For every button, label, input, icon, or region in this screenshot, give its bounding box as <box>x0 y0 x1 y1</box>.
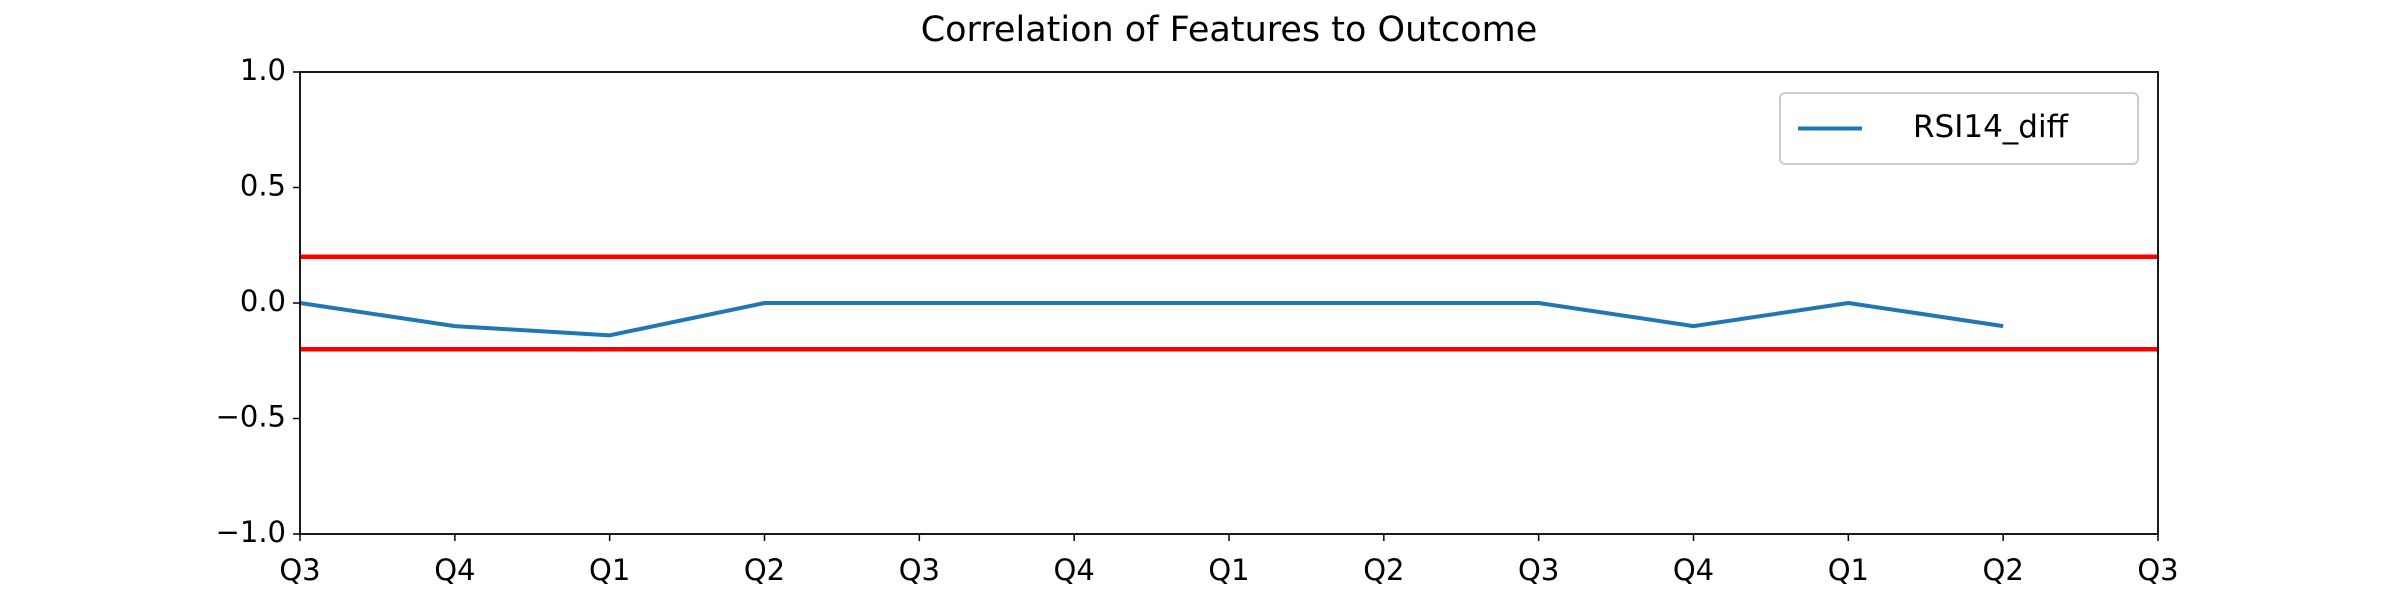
x-tick-label: Q1 <box>589 553 630 587</box>
x-tick-label: Q2 <box>1363 553 1404 587</box>
data-line <box>299 301 2004 338</box>
x-tick-label: Q3 <box>279 553 320 587</box>
x-tick-label: Q1 <box>1828 553 1869 587</box>
legend-label: RSI14_diff <box>1913 109 2069 145</box>
x-tick-label: Q4 <box>1673 553 1714 587</box>
x-tick-label: Q3 <box>1518 553 1559 587</box>
y-tick-label: −1.0 <box>216 515 286 549</box>
y-tick-label: 1.0 <box>240 53 286 87</box>
y-tick-label: 0.0 <box>240 284 286 318</box>
legend-box <box>1779 92 2139 165</box>
x-tick-label: Q3 <box>2137 553 2178 587</box>
x-tick-label: Q2 <box>744 553 785 587</box>
plot-frame <box>299 71 2159 535</box>
x-tick-label: Q2 <box>1983 553 2024 587</box>
x-tick-label: Q1 <box>1208 553 1249 587</box>
x-tick-label: Q4 <box>1054 553 1095 587</box>
y-tick-label: 0.5 <box>240 169 286 203</box>
x-tick-label: Q3 <box>899 553 940 587</box>
y-tick-label: −0.5 <box>216 400 286 434</box>
x-tick-label: Q4 <box>434 553 475 587</box>
chart-title: Correlation of Features to Outcome <box>921 10 1538 50</box>
